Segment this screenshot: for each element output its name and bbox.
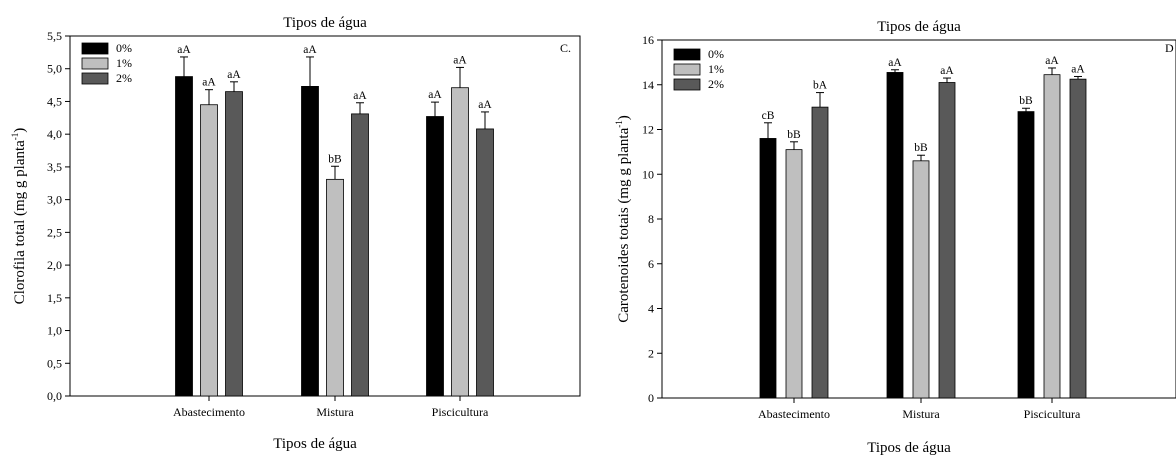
- data-label: aA: [1071, 63, 1085, 75]
- data-label: aA: [177, 44, 191, 56]
- data-label: aA: [353, 90, 367, 102]
- chart-title: Tipos de água: [283, 15, 367, 31]
- legend-label: 1%: [708, 62, 724, 76]
- legend-label: 2%: [708, 77, 724, 91]
- y-axis-label-tail: ): [616, 115, 632, 120]
- bar: [326, 178, 344, 397]
- x-tick-label: Abastecimento: [758, 407, 830, 421]
- y-tick-label: 12: [642, 123, 654, 137]
- y-tick-label: 1,5: [47, 291, 62, 305]
- x-axis-label: Tipos de água: [867, 440, 951, 455]
- data-label: aA: [1045, 55, 1059, 67]
- y-tick-label: 2,0: [47, 258, 62, 272]
- legend-swatch: [673, 63, 701, 76]
- y-tick-label: 5,0: [47, 62, 62, 76]
- legend-swatch: [673, 78, 701, 91]
- bar: [301, 86, 319, 397]
- data-label: aA: [888, 57, 902, 69]
- y-tick-label: 0: [648, 391, 654, 405]
- data-label: bB: [328, 153, 342, 165]
- bar: [1017, 111, 1035, 399]
- bar: [426, 116, 444, 397]
- y-axis-label: Carotenoides totais (mg g planta-1): [614, 115, 632, 322]
- bar: [1043, 74, 1061, 399]
- y-axis-label-main: Carotenoides totais (mg g planta: [616, 127, 632, 322]
- data-label: cB: [762, 110, 775, 122]
- y-axis-label-tail: ): [12, 128, 28, 133]
- data-label: aA: [303, 44, 317, 56]
- y-tick-label: 0,5: [47, 356, 62, 370]
- y-tick-label: 2: [648, 346, 654, 360]
- legend-label: 2%: [116, 71, 132, 85]
- panel-letter: C.: [560, 41, 571, 55]
- y-axis-label-main: Clorofila total (mg g planta: [12, 140, 28, 304]
- y-axis-label-sup: -1: [614, 120, 624, 128]
- data-label: bB: [1019, 95, 1033, 107]
- y-tick-label: 14: [642, 78, 654, 92]
- y-tick-label: 10: [642, 167, 654, 181]
- x-tick-label: Mistura: [316, 405, 354, 419]
- chart-title: Tipos de água: [877, 19, 961, 35]
- y-tick-label: 5,5: [47, 29, 62, 43]
- y-tick-label: 6: [648, 257, 654, 271]
- chart-panel-1: 0,0 0,5 1,0 1,5 2,0 2,5 3,0 3,5 4,0 4,5 5,0 5,5 Tipo…: [10, 15, 581, 452]
- legend-label: 0%: [116, 41, 132, 55]
- y-tick-label: 3,0: [47, 193, 62, 207]
- y-tick-label: 4: [648, 302, 654, 316]
- x-tick-label: Piscicultura: [432, 405, 489, 419]
- bar: [200, 104, 218, 397]
- data-label: aA: [202, 77, 216, 89]
- bar: [811, 106, 829, 399]
- data-label: aA: [428, 89, 442, 101]
- x-axis-label: Tipos de água: [273, 436, 357, 452]
- chart-panel-2: 0 2 4 6 8 10 12 14 16 Tipos de água Tipos de água D…: [614, 19, 1176, 455]
- data-label: bB: [914, 142, 928, 154]
- y-axis-label-sup: -1: [10, 133, 20, 141]
- bar: [759, 138, 777, 399]
- bar: [938, 82, 956, 399]
- bar: [451, 87, 469, 397]
- legend-label: 1%: [116, 56, 132, 70]
- bar: [476, 128, 494, 397]
- data-label: bB: [787, 129, 801, 141]
- y-tick-label: 2,5: [47, 225, 62, 239]
- legend-swatch: [673, 48, 701, 61]
- bar: [886, 72, 904, 399]
- panel-letter: D: [1165, 41, 1174, 55]
- data-label: aA: [478, 99, 492, 111]
- y-tick-label: 4,5: [47, 94, 62, 108]
- y-tick-label: 0,0: [47, 389, 62, 403]
- y-tick-label: 8: [648, 212, 654, 226]
- x-tick-label: Mistura: [902, 407, 940, 421]
- y-tick-label: 3,5: [47, 160, 62, 174]
- data-label: bA: [813, 80, 828, 92]
- legend-swatch: [81, 57, 109, 70]
- data-label: aA: [227, 69, 241, 81]
- bar: [175, 76, 193, 397]
- data-label: aA: [940, 65, 954, 77]
- plot-frame: [69, 35, 581, 397]
- bar: [225, 91, 243, 397]
- y-tick-label: 4,0: [47, 127, 62, 141]
- legend-label: 0%: [708, 47, 724, 61]
- legend-swatch: [81, 72, 109, 85]
- bar: [912, 160, 930, 399]
- y-tick-label: 1,0: [47, 324, 62, 338]
- bar: [1069, 78, 1087, 399]
- data-label: aA: [453, 54, 467, 66]
- bar: [785, 149, 803, 399]
- x-tick-label: Piscicultura: [1024, 407, 1081, 421]
- y-tick-label: 16: [642, 33, 654, 47]
- legend-swatch: [81, 42, 109, 55]
- x-tick-label: Abastecimento: [173, 405, 245, 419]
- bar: [351, 113, 369, 397]
- y-axis-label: Clorofila total (mg g planta-1): [10, 128, 28, 305]
